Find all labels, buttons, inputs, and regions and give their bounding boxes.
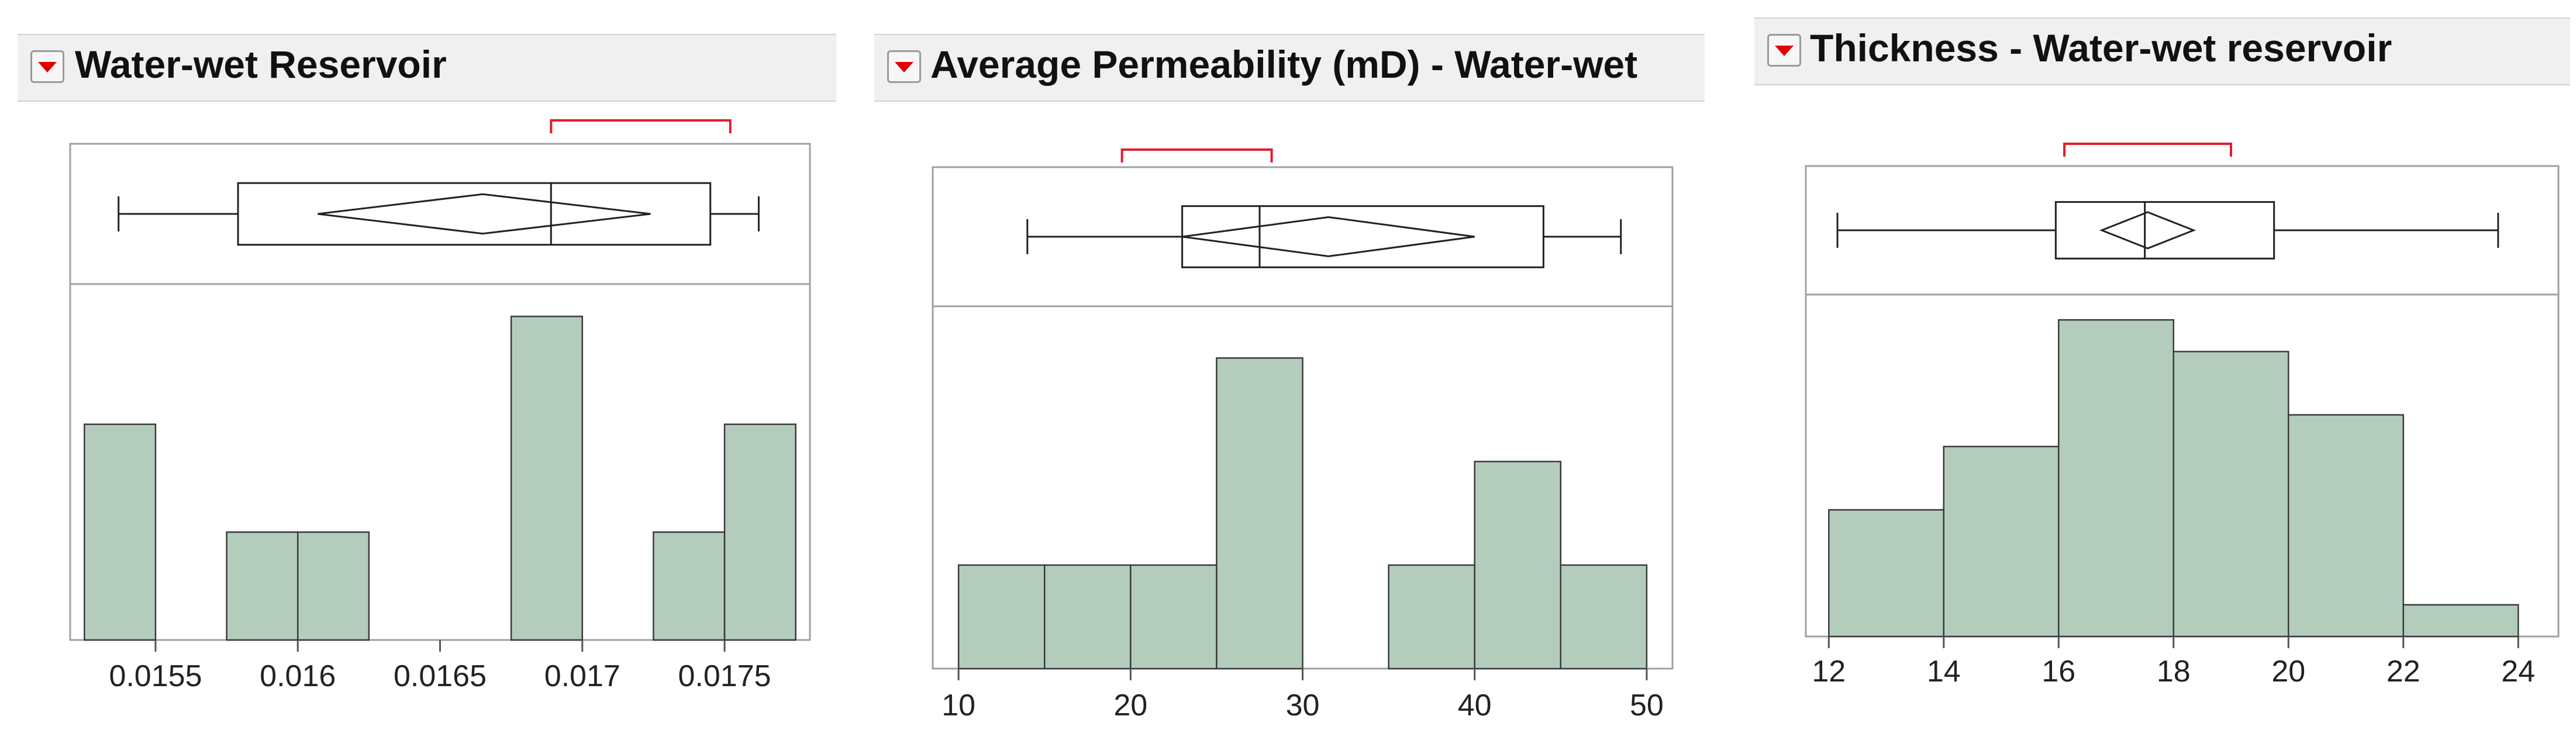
histogram-bar <box>2288 414 2404 638</box>
red-triangle-menu-icon[interactable] <box>1767 34 1801 67</box>
histogram-bar <box>1828 509 1945 638</box>
histogram-bar <box>226 531 299 641</box>
histogram-bar <box>653 531 726 641</box>
mean-diamond <box>2099 211 2196 250</box>
panel-header: Thickness - Water-wet reservoir <box>1754 18 2570 85</box>
histogram-chart: 10 20 30 40 50 <box>932 148 1674 722</box>
x-tick-label: 14 <box>1927 655 1961 688</box>
x-tick-label: 12 <box>1812 655 1846 688</box>
x-tick-label: 40 <box>1458 688 1492 722</box>
x-tick-label: 0.016 <box>260 659 336 693</box>
panel-header: Water-wet Reservoir <box>18 34 836 102</box>
histogram-bar <box>1130 564 1218 670</box>
histogram-bar <box>957 564 1046 670</box>
panel-title: Average Permeability (mD) - Water-wet <box>930 43 1638 86</box>
histogram-chart: 0.0155 0.016 0.0165 0.017 0.0175 <box>69 119 811 693</box>
histogram-bar <box>510 316 584 641</box>
panel-water-wet-reservoir: Water-wet Reservoir 0.0155 0.016 0.0165 0.0… <box>18 34 836 724</box>
x-tick-label: 24 <box>2501 655 2535 688</box>
x-tick-label: 22 <box>2387 655 2420 688</box>
panel-title: Thickness - Water-wet reservoir <box>1810 26 2392 70</box>
x-tick-label: 0.0165 <box>394 659 487 693</box>
histogram-bar <box>2402 604 2519 638</box>
red-triangle-menu-icon[interactable] <box>887 50 921 83</box>
histogram-chart: 12 14 16 18 20 22 24 <box>1805 143 2560 688</box>
shortest-half-bracket <box>2063 143 2233 157</box>
histogram-bar <box>1474 461 1562 670</box>
x-tick-label: 0.0155 <box>109 659 202 693</box>
histogram-bar <box>2172 351 2289 638</box>
histogram-bar <box>1043 564 1132 670</box>
box-iqr <box>2054 201 2275 259</box>
mean-diamond <box>318 193 651 235</box>
x-tick-label: 0.017 <box>544 659 620 693</box>
shortest-half-bracket <box>550 119 732 133</box>
x-tick-label: 18 <box>2157 655 2191 688</box>
red-triangle-menu-icon[interactable] <box>30 50 64 83</box>
panel-header: Average Permeability (mD) - Water-wet <box>874 34 1705 102</box>
box-iqr <box>237 182 712 246</box>
histogram-bar <box>2058 319 2175 638</box>
panel-average-permeability: Average Permeability (mD) - Water-wet 10… <box>874 34 1705 724</box>
histogram-bar <box>723 423 796 641</box>
histogram-bar <box>84 423 157 641</box>
mean-diamond <box>1182 216 1475 258</box>
x-tick-label: 0.0175 <box>678 659 771 693</box>
x-tick-label: 30 <box>1286 688 1320 722</box>
histogram-bar <box>1216 357 1303 670</box>
panel-title: Water-wet Reservoir <box>75 43 447 86</box>
shortest-half-bracket <box>1120 148 1273 162</box>
histogram-bar <box>296 531 370 641</box>
panel-thickness: Thickness - Water-wet reservoir 12 14 16 18… <box>1754 18 2570 719</box>
histogram-bar <box>1943 445 2060 638</box>
x-tick-label: 16 <box>2042 655 2075 688</box>
histogram-bar <box>1388 564 1475 670</box>
histogram-bar <box>1560 564 1648 670</box>
x-tick-label: 50 <box>1630 688 1664 722</box>
x-tick-label: 10 <box>942 688 975 722</box>
x-tick-label: 20 <box>1113 688 1147 722</box>
x-tick-label: 20 <box>2271 655 2305 688</box>
